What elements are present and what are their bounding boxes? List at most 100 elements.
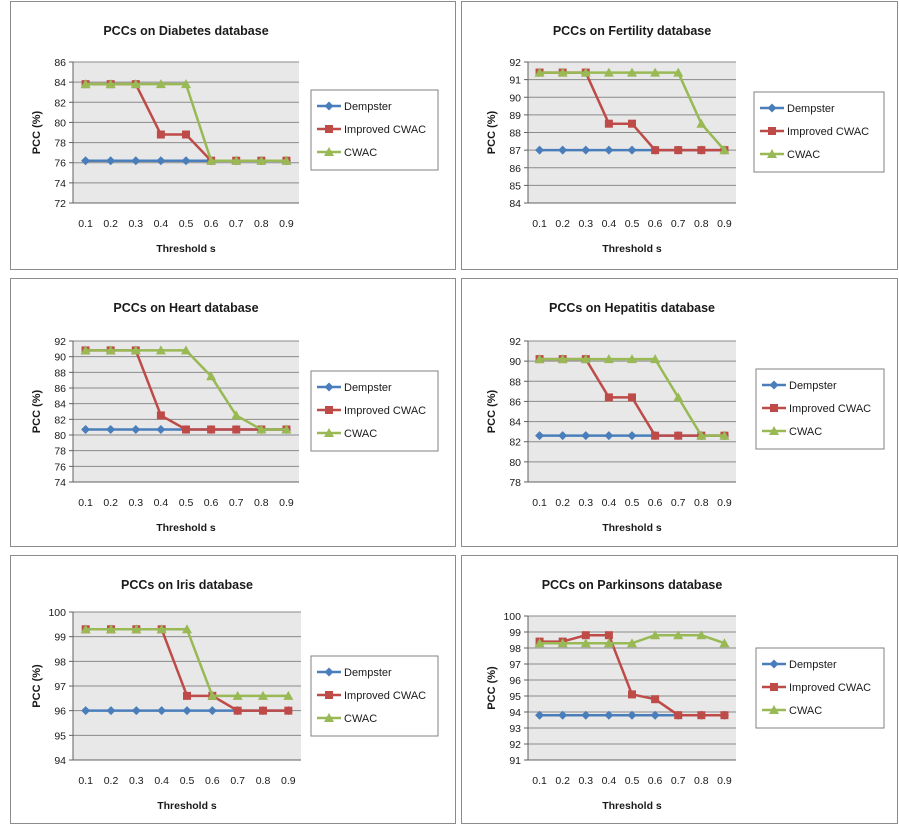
chart-hepatitis: PCCs on Hepatitis database 78 80 82 84 86 88 90… (486, 301, 885, 534)
legend: Dempster Improved CWAC CWAC (753, 91, 885, 173)
x-tick-label: 0.9 (717, 218, 732, 230)
legend-marker (769, 705, 779, 714)
x-tick-label: 0.2 (555, 497, 570, 509)
x-tick-label: 0.6 (648, 218, 663, 230)
y-tick-label: 80 (54, 117, 66, 129)
data-point (603, 354, 614, 364)
data-point (558, 431, 568, 441)
data-point (696, 430, 707, 440)
data-point (156, 411, 165, 420)
data-point (674, 431, 683, 440)
plot-area (73, 341, 299, 482)
y-tick-label: 80 (54, 430, 66, 442)
data-point (650, 710, 660, 720)
data-point (557, 354, 568, 364)
y-tick-label: 98 (54, 656, 66, 668)
x-tick-label: 0.4 (154, 218, 169, 230)
y-tick-label: 88 (509, 128, 521, 140)
series-cwac (534, 67, 730, 155)
data-point (673, 392, 684, 402)
y-tick-label: 86 (54, 383, 66, 395)
data-point (534, 354, 545, 364)
data-point (603, 67, 614, 77)
legend-marker (325, 406, 333, 414)
y-tick-label: 78 (54, 446, 66, 458)
data-point (157, 706, 167, 716)
data-point (534, 67, 545, 77)
chart-iris: PCCs on Iris database 94 95 96 97 98 99 100 0.1 0… (31, 578, 439, 812)
x-tick-label: 0.8 (694, 218, 709, 230)
x-tick-label: 0.5 (179, 497, 194, 509)
legend: Dempster Improved CWAC CWAC (310, 370, 439, 452)
y-tick-label: 74 (54, 477, 66, 489)
x-tick-label: 0.7 (671, 497, 686, 509)
chart-diabetes: PCCs on Diabetes database 72 74 76 78 80 82 84 8… (31, 24, 439, 255)
chart-panel-heart: PCCs on Heart database 74 76 78 80 82 84 86 88 90… (10, 278, 456, 547)
data-point (535, 431, 545, 441)
x-tick-label: 0.7 (671, 218, 686, 230)
x-tick-label: 0.9 (717, 775, 732, 787)
data-point (156, 156, 166, 166)
legend-marker (324, 382, 334, 392)
x-tick-label: 0.3 (128, 497, 143, 509)
legend-marker (325, 691, 333, 699)
x-tick-label: 0.7 (229, 218, 244, 230)
chart-panel-hepatitis: PCCs on Hepatitis database 78 80 82 84 86 88 90… (461, 278, 898, 547)
x-tick-label: 0.1 (532, 218, 547, 230)
data-point (81, 156, 91, 166)
data-point (155, 345, 166, 355)
data-point (719, 145, 730, 155)
y-tick-label: 72 (54, 198, 66, 210)
x-tick-label: 0.2 (555, 218, 570, 230)
legend-label: CWAC (344, 713, 377, 725)
x-tick-label: 0.2 (103, 497, 118, 509)
y-axis-label: PCC (%) (31, 110, 43, 154)
data-point (603, 638, 614, 648)
data-point (81, 425, 91, 435)
x-tick-label: 0.2 (103, 218, 118, 230)
chart-panel-fertility: PCCs on Fertility database 84 85 86 87 88 89 90… (461, 1, 898, 270)
data-point (259, 706, 267, 715)
legend-marker (769, 659, 779, 669)
data-point (651, 695, 660, 704)
x-tick-label: 0.7 (230, 775, 245, 787)
legend-marker (324, 101, 334, 111)
data-point (650, 630, 661, 640)
series-cwac (534, 630, 730, 648)
data-point (181, 79, 191, 89)
y-tick-label: 86 (54, 57, 66, 69)
data-point (183, 691, 191, 700)
x-tick-label: 0.7 (671, 775, 686, 787)
x-tick-label: 0.4 (154, 775, 169, 787)
y-tick-label: 94 (54, 755, 66, 767)
data-point (231, 410, 242, 420)
x-tick-label: 0.8 (256, 775, 271, 787)
y-tick-label: 74 (54, 178, 66, 190)
legend-label: Improved CWAC (787, 126, 869, 138)
y-tick-label: 82 (54, 97, 66, 109)
y-tick-label: 100 (48, 607, 66, 619)
data-point (719, 638, 730, 648)
data-point (674, 146, 683, 155)
data-point (535, 145, 545, 155)
data-point (231, 155, 242, 165)
data-point (281, 155, 292, 165)
legend-label: CWAC (789, 426, 822, 438)
y-tick-label: 92 (509, 739, 521, 751)
legend-box (755, 368, 885, 450)
x-tick-label: 0.5 (179, 218, 194, 230)
x-tick-label: 0.8 (694, 775, 709, 787)
y-axis-label: PCC (%) (486, 110, 498, 154)
series-cwac (534, 354, 730, 440)
data-point (696, 630, 707, 640)
x-tick-label: 0.6 (648, 775, 663, 787)
y-tick-label: 95 (509, 691, 521, 703)
y-tick-label: 80 (509, 457, 521, 469)
data-point (131, 706, 141, 716)
legend-label: CWAC (789, 705, 822, 717)
y-tick-label: 96 (509, 675, 521, 687)
x-axis-label: Threshold s (156, 243, 216, 255)
y-tick-label: 91 (509, 75, 521, 87)
y-tick-label: 99 (54, 632, 66, 644)
y-tick-label: 76 (54, 158, 66, 170)
